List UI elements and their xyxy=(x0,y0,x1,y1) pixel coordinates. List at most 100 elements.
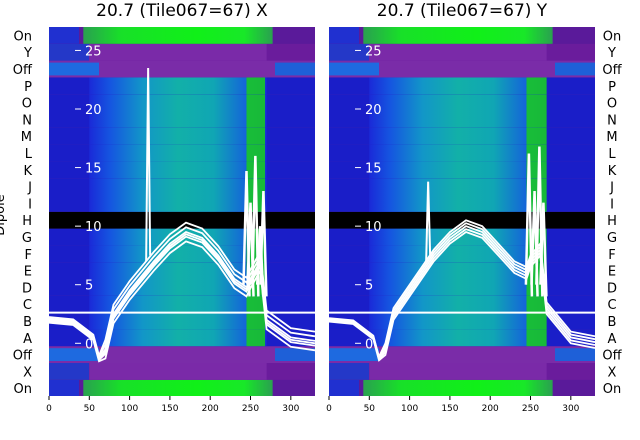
heatmap-row-e xyxy=(49,262,315,279)
xtick-label: 250 xyxy=(522,404,539,414)
xtick-label: 300 xyxy=(562,404,579,414)
heatmap-row-n xyxy=(329,111,595,128)
ytick-label: 15 xyxy=(365,162,382,177)
row-label: I xyxy=(28,197,32,212)
heatmap-row-on xyxy=(49,379,315,396)
heatmap-row-j xyxy=(329,178,595,195)
row-label: J xyxy=(27,181,32,196)
xtick-label: 250 xyxy=(242,404,259,414)
row-label: Off xyxy=(602,349,622,364)
row-label: E xyxy=(24,265,32,280)
row-label: P xyxy=(608,80,616,95)
row-label: On xyxy=(603,382,621,397)
row-label: On xyxy=(603,29,621,44)
xtick-label: 0 xyxy=(46,404,52,414)
row-label: D xyxy=(607,281,617,296)
row-label: Off xyxy=(13,63,33,78)
ytick-label: 5 xyxy=(85,279,93,294)
row-label: C xyxy=(607,298,616,313)
xtick-label: 100 xyxy=(401,404,418,414)
heatmap-row-y xyxy=(49,43,315,61)
row-label: C xyxy=(23,298,32,313)
row-label: H xyxy=(22,214,32,229)
ytick-label: 25 xyxy=(365,44,382,59)
heatmap-row-m xyxy=(329,127,595,145)
ytick-label: 25 xyxy=(85,44,102,59)
heatmap-row-c xyxy=(49,295,315,313)
xtick-label: 50 xyxy=(364,404,376,414)
row-label: J xyxy=(609,181,614,196)
heatmap-row-m xyxy=(49,127,315,145)
row-label: F xyxy=(25,248,32,263)
row-label: X xyxy=(608,365,617,380)
heatmap-row-o xyxy=(329,94,595,111)
heatmap-area xyxy=(329,27,595,396)
heatmap-row-j xyxy=(49,178,315,195)
spike-line xyxy=(425,181,432,262)
heatmap-row-e xyxy=(329,262,595,279)
heatmap-row-on xyxy=(49,27,315,44)
row-label: A xyxy=(608,332,617,347)
spike-line xyxy=(145,67,152,262)
heatmap-row-off xyxy=(329,60,595,78)
chart-title-y: 20.7 (Tile067=67) Y xyxy=(377,1,548,21)
ytick-label: 10 xyxy=(365,220,382,235)
ytick-label: 15 xyxy=(85,162,102,177)
row-label: B xyxy=(23,315,32,330)
xtick-label: 150 xyxy=(161,404,178,414)
row-label: B xyxy=(608,315,617,330)
row-label: On xyxy=(14,29,32,44)
heatmap-row-l xyxy=(329,144,595,162)
heatmap-row-p xyxy=(329,77,595,95)
heatmap-row-a xyxy=(49,329,315,347)
xtick-label: 200 xyxy=(202,404,219,414)
heatmap-row-off xyxy=(49,60,315,78)
heatmap-row-p xyxy=(49,77,315,95)
heatmap-row-x xyxy=(49,363,315,380)
xtick-label: 150 xyxy=(441,404,458,414)
row-label: D xyxy=(22,281,32,296)
row-label: F xyxy=(608,248,615,263)
row-label: O xyxy=(607,97,617,112)
row-label: H xyxy=(607,214,617,229)
xtick-label: 50 xyxy=(84,404,96,414)
ytick-label: 0 xyxy=(85,337,93,352)
spike-mark-3 xyxy=(255,226,265,297)
heatmap-row-o xyxy=(49,94,315,111)
row-label: I xyxy=(610,197,614,212)
row-label: K xyxy=(608,164,617,179)
heatmap-row-y xyxy=(329,43,595,61)
row-label: N xyxy=(22,113,32,128)
row-label: Y xyxy=(607,46,616,61)
ytick-label: 10 xyxy=(85,220,102,235)
row-label: A xyxy=(23,332,32,347)
xtick-label: 0 xyxy=(326,404,332,414)
spike-mark-2 xyxy=(251,155,260,297)
row-label: G xyxy=(607,231,617,246)
heatmap-row-i xyxy=(49,195,315,212)
row-label: G xyxy=(22,231,32,246)
ytick-label: 5 xyxy=(365,279,373,294)
heatmap-row-x xyxy=(329,363,595,380)
heatmap-row-f xyxy=(49,245,315,263)
heatmap-row-on xyxy=(329,27,595,44)
spike-mark-3 xyxy=(539,202,548,297)
spike-mark-4 xyxy=(259,190,268,297)
row-label: P xyxy=(24,80,32,95)
row-label: L xyxy=(608,147,616,162)
heatmap-row-f xyxy=(329,245,595,263)
row-label: M xyxy=(606,130,617,145)
row-label: E xyxy=(608,265,616,280)
row-label: O xyxy=(22,97,32,112)
row-label: M xyxy=(21,130,32,145)
heatmap-row-on xyxy=(329,379,595,396)
heatmap-row-i xyxy=(329,195,595,212)
ytick-label: 20 xyxy=(85,103,102,118)
row-label: L xyxy=(25,147,33,162)
chart-title-x: 20.7 (Tile067=67) X xyxy=(96,1,268,21)
spike-mark-0 xyxy=(524,153,534,297)
heatmap-row-b xyxy=(329,312,595,330)
